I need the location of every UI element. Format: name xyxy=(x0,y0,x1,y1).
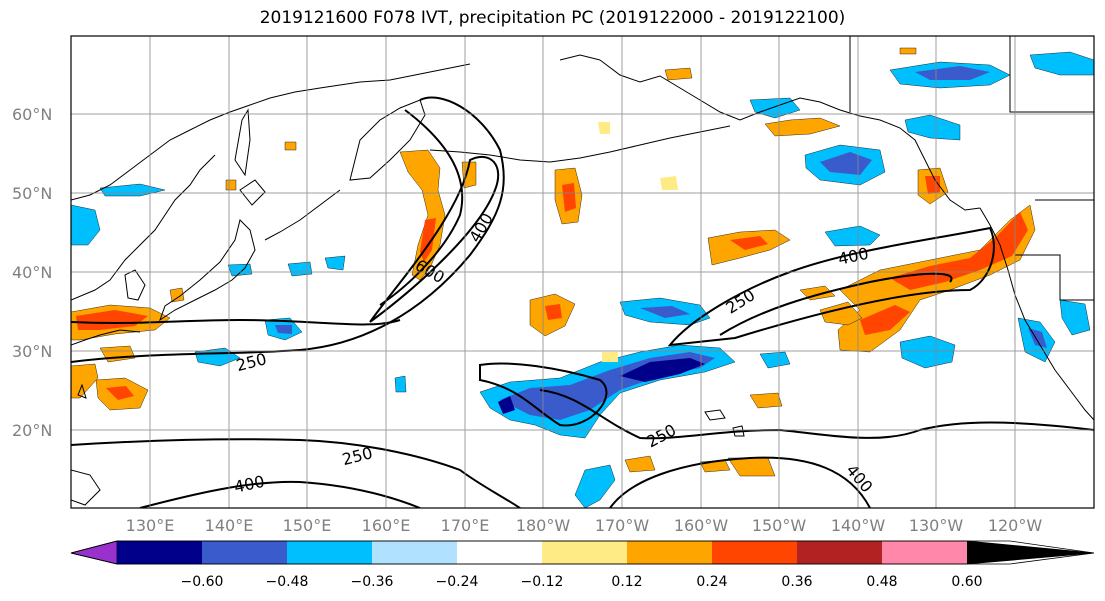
map-frame xyxy=(70,35,1095,509)
lon-label-130e: 130°E xyxy=(126,516,175,535)
lon-label-150w: 150°W xyxy=(752,516,807,535)
lon-label-170e: 170°E xyxy=(441,516,490,535)
colorbar-extend-low xyxy=(70,540,118,565)
colorbar-bin xyxy=(117,541,202,564)
colorbar-bin xyxy=(542,541,627,564)
latitude-labels: 60°N 50°N 40°N 30°N 20°N xyxy=(12,105,52,440)
gridlines xyxy=(71,36,1094,508)
lat-label-20n: 20°N xyxy=(12,421,52,440)
colorbar-tick: 0.60 xyxy=(951,574,982,590)
colorbar-bin xyxy=(712,541,797,564)
colorbar-tick: −0.24 xyxy=(436,574,479,590)
colorbar: −0.60 −0.48 −0.36 −0.24 −0.12 0.12 0.24 … xyxy=(70,540,1095,590)
lat-label-30n: 30°N xyxy=(12,342,52,361)
colorbar-tick: 0.24 xyxy=(696,574,727,590)
colorbar-tick: 0.36 xyxy=(781,574,812,590)
colorbar-bin xyxy=(882,541,967,564)
colorbar-tick: −0.48 xyxy=(266,574,309,590)
lon-label-170w: 170°W xyxy=(595,516,650,535)
lat-label-40n: 40°N xyxy=(12,263,52,282)
ivt-contours xyxy=(71,96,1094,508)
precip-negative-max xyxy=(620,358,705,382)
colorbar-ticks: −0.60 −0.48 −0.36 −0.24 −0.12 0.12 0.24 … xyxy=(181,574,983,590)
colorbar-tick: −0.60 xyxy=(181,574,224,590)
lon-label-140w: 140°W xyxy=(831,516,886,535)
colorbar-bin xyxy=(372,541,457,564)
colorbar-bin xyxy=(202,541,287,564)
lon-label-150e: 150°E xyxy=(283,516,332,535)
colorbar-tick: 0.48 xyxy=(866,574,897,590)
lat-label-50n: 50°N xyxy=(12,184,52,203)
colorbar-bin xyxy=(457,541,542,564)
colorbar-extend-high xyxy=(967,541,1094,564)
coastlines xyxy=(71,36,1094,506)
lon-label-120w: 120°W xyxy=(988,516,1043,535)
lon-label-130w: 130°W xyxy=(909,516,964,535)
colorbar-tick: −0.12 xyxy=(521,574,564,590)
map-title: 2019121600 F078 IVT, precipitation PC (2… xyxy=(259,8,846,28)
lon-label-140e: 140°E xyxy=(205,516,254,535)
colorbar-bin xyxy=(797,541,882,564)
colorbar-tick: −0.36 xyxy=(351,574,394,590)
colorbar-bin xyxy=(627,541,712,564)
lat-label-60n: 60°N xyxy=(12,105,52,124)
lon-label-160w: 160°W xyxy=(674,516,729,535)
longitude-labels: 130°E 140°E 150°E 160°E 170°E 180°W 170°… xyxy=(126,516,1043,535)
colorbar-bin xyxy=(287,541,372,564)
colorbar-tick: 0.12 xyxy=(611,574,642,590)
lon-label-180w: 180°W xyxy=(516,516,571,535)
lon-label-160e: 160°E xyxy=(362,516,411,535)
